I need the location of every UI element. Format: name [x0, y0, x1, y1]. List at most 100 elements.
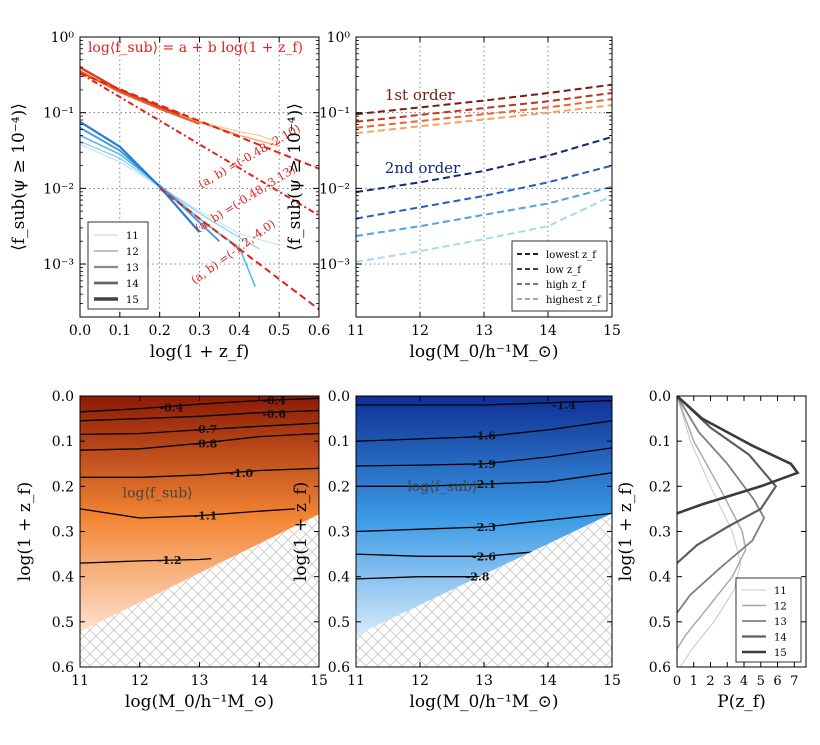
panel-a-legend-label: 13	[126, 263, 139, 274]
panel-d-xtick-label: 12	[411, 673, 429, 689]
panel-c-contour-line	[80, 397, 319, 413]
panel-c-contour-line	[80, 432, 319, 451]
panel-e-pdf-line	[677, 396, 766, 614]
panel-a-xtick-label: 0.6	[308, 323, 330, 339]
panel-a-ytick-label: 10⁻³	[43, 257, 74, 273]
panel-d-xlabel: log(M_0/h⁻¹M_⊙)	[409, 692, 558, 712]
panel-e-plot-area	[677, 396, 800, 667]
panel-d-ytick-label: 0.0	[328, 389, 350, 405]
panel-b-legend-label: low z_f	[546, 265, 582, 276]
panel-d-excluded-hatch	[356, 513, 612, 667]
panel-a-legend: 11 12 13 14 15	[87, 221, 149, 310]
panel-b-ytick-label: 10⁰	[327, 30, 351, 46]
panel-a-ylabel: ⟨f_sub(ψ ≥ 10⁻⁴)⟩	[9, 103, 29, 251]
panel-a-xtick-label: 0.3	[188, 323, 210, 339]
panel-c-contour-line	[80, 467, 319, 478]
panel-b-annotation-first-order: 1st order	[385, 86, 456, 104]
panel-d-xtick-label: 14	[539, 673, 557, 689]
panel-c-ytick-label: 0.3	[52, 525, 74, 541]
panel-d: -1.4 -1.6 -1.9 -2.1 -2.3 -2.6 -2.8 log⟨f_sub⟩ 11…	[291, 389, 621, 712]
panel-d-xtick-label: 15	[603, 673, 621, 689]
panel-c-plot-area	[80, 397, 319, 667]
panel-b-legend-label: high z_f	[546, 280, 587, 291]
panel-b-series-line	[355, 92, 613, 123]
panel-c-ytick-label: 0.2	[52, 479, 74, 495]
panel-d-contour-line	[356, 551, 536, 557]
panel-d-contour-line	[356, 447, 612, 467]
panel-e-ytick-label: 0.4	[649, 570, 671, 586]
panel-d-contour-label: -1.6	[472, 430, 496, 443]
panel-c-quantity-label: log⟨f_sub⟩	[123, 486, 193, 502]
panel-b-xtick-label: 12	[411, 323, 429, 339]
panel-e-ytick-label: 0.3	[649, 525, 671, 541]
panel-b-ytick-label: 10⁻³	[319, 257, 350, 273]
panel-e-ylabel: log(1 + z_f)	[616, 482, 636, 581]
panel-e-legend-label: 15	[774, 648, 787, 659]
panel-e-pdf-line	[677, 396, 742, 667]
panel-a-fit-line	[80, 72, 319, 217]
panel-d-ytick-label: 0.4	[328, 570, 350, 586]
panel-c-xtick-label: 13	[191, 673, 209, 689]
panel-a-xtick-label: 0.5	[268, 323, 290, 339]
panel-a-legend-label: 12	[126, 247, 139, 258]
panel-a-first-order-line	[80, 66, 180, 116]
panel-c-excluded-hatch	[80, 514, 319, 667]
panel-d-ytick-label: 0.6	[328, 660, 350, 676]
panel-a-xtick-label: 0.1	[109, 323, 131, 339]
panel-c-contour-label: -0.8	[194, 437, 218, 450]
panel-d-contour-label: -2.6	[472, 550, 496, 563]
panel-a-xtick-label: 0.2	[149, 323, 171, 339]
panel-e-xtick-label: 6	[773, 674, 781, 689]
panel-c-contour-line	[80, 409, 319, 422]
panel-d-contour-line	[356, 512, 612, 533]
panel-e-legend-label: 13	[774, 617, 787, 628]
panel-d-xtick-label: 11	[347, 673, 365, 689]
panel-a-ytick-label: 10⁻²	[43, 181, 74, 197]
panel-c-contour-line	[80, 508, 296, 519]
panel-d-contour-label: -2.8	[466, 571, 490, 584]
panel-b-xtick-label: 14	[539, 323, 557, 339]
panel-c-contour-label: -0.4	[262, 395, 286, 408]
panel-a-legend-label: 15	[126, 295, 139, 306]
panel-a-fit-line	[80, 72, 319, 170]
panel-e-legend-label: 11	[774, 586, 787, 597]
panel-e-legend-label: 14	[774, 633, 787, 644]
panel-e-xlabel: P(z_f)	[717, 692, 765, 712]
panel-b-legend-label: lowest z_f	[546, 250, 597, 261]
panel-b-xtick-label: 15	[603, 323, 621, 339]
panel-c-xlabel: log(M_0/h⁻¹M_⊙)	[125, 692, 274, 712]
panel-d-contour-line	[356, 399, 612, 406]
panel-c-ytick-label: 0.6	[52, 660, 74, 676]
panel-a-legend-box	[87, 221, 149, 310]
panel-b-xtick-label: 11	[347, 323, 365, 339]
panel-c-ytick-label: 0.5	[52, 615, 74, 631]
panel-c-ytick-label: 0.0	[52, 389, 74, 405]
panel-c-xtick-label: 12	[131, 673, 149, 689]
panel-c: -0.4-0.4-0.6-0.7-0.8-1.0-1.1-1.2log⟨f_su…	[15, 389, 328, 712]
panel-b-ylabel: ⟨f_sub(ψ ≥ 10⁻⁴)⟩	[285, 103, 305, 251]
panel-d-contour-label: -1.4	[552, 399, 576, 412]
panel-c-contour-label: -1.0	[229, 467, 253, 480]
panel-b-series-line	[355, 104, 613, 135]
panel-d-plot-area	[356, 399, 612, 667]
panel-d-ylabel: log(1 + z_f)	[291, 482, 311, 581]
panel-a-second-order-line	[80, 140, 260, 250]
panel-e-xtick-label: 5	[757, 674, 765, 689]
panel-a-formula: log⟨f_sub⟩ = a + b log(1 + z_f)	[88, 40, 303, 56]
panel-e-pdf-line	[677, 396, 778, 564]
panel-c-contour-label: -0.7	[194, 423, 218, 436]
panel-e-ytick-label: 0.0	[649, 389, 671, 405]
panel-d-xtick-label: 13	[475, 673, 493, 689]
panel-d-ytick-label: 0.3	[328, 525, 350, 541]
panel-d-quantity-label: log⟨f_sub⟩	[407, 479, 477, 495]
panel-c-xtick-label: 15	[310, 673, 328, 689]
panel-c-contour-label: -1.1	[194, 510, 218, 523]
panel-d-contour-label: -1.9	[472, 458, 496, 471]
panel-a: (a, b) =(-0.48,-2.10)(a, b) =(-0.48,-3.1…	[9, 30, 330, 362]
panel-e-legend: 11 12 13 14 15	[735, 577, 802, 663]
panel-b-series-line	[355, 83, 613, 116]
panel-a-first-order-line	[80, 70, 200, 125]
